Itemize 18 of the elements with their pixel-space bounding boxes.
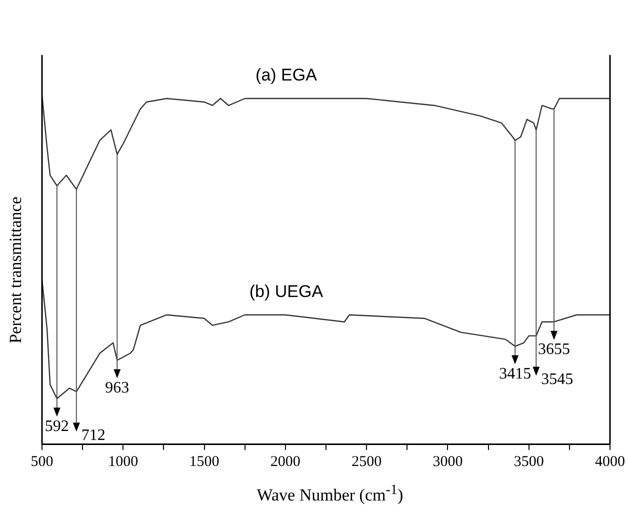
x-tick-label: 1500 (189, 454, 220, 470)
annotation: 3655 (538, 341, 570, 358)
x-tick-label: 2000 (270, 454, 300, 470)
x-tick-label: 1000 (108, 454, 138, 470)
annotation: 3545 (541, 371, 574, 388)
series-label: (b) UEGA (249, 282, 324, 302)
annotation: 3415 (499, 365, 532, 382)
x-axis-title: Wave Number (cm$^{-1}$) (256, 482, 404, 506)
series-label: (a) EGA (256, 66, 318, 85)
y-axis-title: Percent transmittance (6, 196, 26, 344)
x-tick-label: 2500 (352, 454, 382, 470)
x-tick-label: 3500 (514, 454, 544, 470)
x-tick-label: 4000 (595, 454, 625, 470)
x-tick-label: 500 (30, 454, 54, 470)
x-tick-label: 3000 (432, 454, 463, 470)
annotation: 712 (81, 426, 106, 444)
annotation: 592 (44, 418, 69, 435)
annotation: 963 (105, 379, 130, 396)
